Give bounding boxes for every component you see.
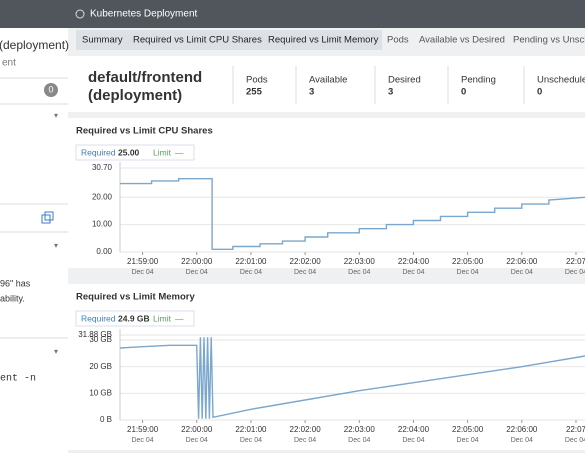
summary-title: (deployment) (88, 87, 182, 104)
sidebar-text: 96" has (0, 278, 31, 288)
legend-value: 24.9 GB (118, 313, 150, 323)
legend-box (75, 310, 195, 327)
x-tick-date: Dec 04 (294, 437, 316, 444)
legend-label: Limit (153, 313, 172, 323)
y-tick-label: 20.00 (92, 192, 113, 201)
series-line (119, 337, 585, 419)
x-tick-date: Dec 04 (348, 269, 370, 276)
stat-value: 0 (537, 87, 542, 98)
legend-label: Required (81, 313, 116, 323)
x-tick-date: Dec 04 (402, 437, 424, 444)
x-tick-date: Dec 04 (131, 269, 153, 276)
stat-value: 3 (388, 87, 393, 98)
chevron[interactable]: ▾ (54, 347, 58, 356)
legend-value: — (175, 313, 184, 323)
x-tick-date: Dec 04 (565, 437, 585, 444)
x-tick-label: 21:59:00 (127, 425, 159, 434)
header-bar (0, 0, 585, 28)
x-tick-label: 22:03:00 (344, 425, 376, 434)
stat-label: Unschedule (537, 75, 585, 86)
tab[interactable]: Summary (82, 35, 123, 46)
chart-title: Required vs Limit Memory (76, 292, 195, 303)
y-tick-label: 31.88 GB (78, 330, 112, 339)
y-tick-label: 0.00 (96, 247, 112, 256)
sidebar-name: (deployment) (0, 38, 69, 52)
tab-bg (76, 30, 382, 50)
x-tick-label: 22:05:00 (452, 257, 484, 266)
x-tick-date: Dec 04 (348, 437, 370, 444)
chart-title: Required vs Limit CPU Shares (76, 126, 213, 137)
x-tick-label: 22:03:00 (344, 257, 376, 266)
x-tick-date: Dec 04 (457, 269, 479, 276)
summary-card (68, 56, 585, 112)
summary-title: default/frontend (88, 69, 202, 86)
x-tick-date: Dec 04 (186, 269, 208, 276)
x-tick-label: 22:00:00 (181, 257, 213, 266)
tab[interactable]: Required vs Limit Memory (268, 35, 379, 46)
y-tick-label: 10.00 (92, 220, 113, 229)
legend-label: Limit (153, 147, 172, 157)
x-tick-date: Dec 04 (240, 437, 262, 444)
y-tick-label: 30 GB (89, 335, 112, 344)
series-line (120, 178, 585, 250)
tab[interactable]: Pending vs Unsche (513, 35, 585, 46)
stat-label: Available (309, 75, 347, 86)
stat-label: Pending (461, 75, 496, 86)
y-tick-label: 20 GB (89, 362, 112, 371)
sidebar (0, 0, 68, 453)
x-tick-label: 22:07 (566, 425, 585, 434)
x-tick-date: Dec 04 (402, 269, 424, 276)
x-tick-label: 22:06:00 (506, 425, 538, 434)
legend-value: — (175, 147, 184, 157)
copy-icon[interactable] (44, 211, 54, 221)
x-tick-date: Dec 04 (186, 437, 208, 444)
x-tick-date: Dec 04 (511, 269, 533, 276)
tab[interactable]: Available vs Desired (419, 35, 505, 46)
copy-icon[interactable] (41, 214, 51, 224)
stat-value: 0 (461, 87, 466, 98)
x-tick-label: 22:05:00 (452, 425, 484, 434)
sidebar-subtitle: ent (2, 58, 16, 69)
stat-value: 255 (246, 87, 263, 98)
chevron[interactable]: ▾ (54, 241, 58, 250)
x-tick-date: Dec 04 (294, 269, 316, 276)
y-tick-label: 0 B (100, 415, 112, 424)
chevron[interactable]: ▾ (54, 111, 58, 120)
x-tick-date: Dec 04 (565, 269, 585, 276)
y-tick-label: 30.70 (92, 163, 113, 172)
x-tick-label: 22:04:00 (398, 425, 430, 434)
x-tick-label: 21:59:00 (127, 257, 159, 266)
x-tick-label: 22:01:00 (235, 425, 267, 434)
x-tick-date: Dec 04 (131, 437, 153, 444)
k8s-icon (75, 9, 85, 19)
x-tick-label: 22:02:00 (290, 425, 322, 434)
header-title: Kubernetes Deployment (90, 9, 198, 20)
x-tick-label: 22:04:00 (398, 257, 430, 266)
legend-label: Required (81, 147, 116, 157)
x-tick-label: 22:01:00 (235, 257, 267, 266)
x-tick-label: 22:06:00 (506, 257, 538, 266)
x-tick-label: 22:07 (566, 257, 585, 266)
tab[interactable]: Required vs Limit CPU Shares (133, 35, 262, 46)
stat-label: Desired (388, 75, 421, 86)
x-tick-date: Dec 04 (511, 437, 533, 444)
x-tick-date: Dec 04 (457, 437, 479, 444)
sidebar-command: ent -n (0, 374, 36, 385)
legend-box (75, 144, 195, 161)
tab[interactable]: Pods (387, 35, 409, 46)
chart-card (68, 118, 585, 268)
badge[interactable] (44, 83, 58, 97)
stat-value: 3 (309, 87, 314, 98)
stat-label: Pods (246, 75, 268, 86)
legend-value: 25.00 (118, 147, 140, 157)
badge-text: 0 (48, 84, 53, 94)
x-tick-date: Dec 04 (240, 269, 262, 276)
y-tick-label: 10 GB (89, 388, 112, 397)
sidebar-text: ability. (0, 293, 25, 303)
x-tick-label: 22:02:00 (290, 257, 322, 266)
x-tick-label: 22:00:00 (181, 425, 213, 434)
